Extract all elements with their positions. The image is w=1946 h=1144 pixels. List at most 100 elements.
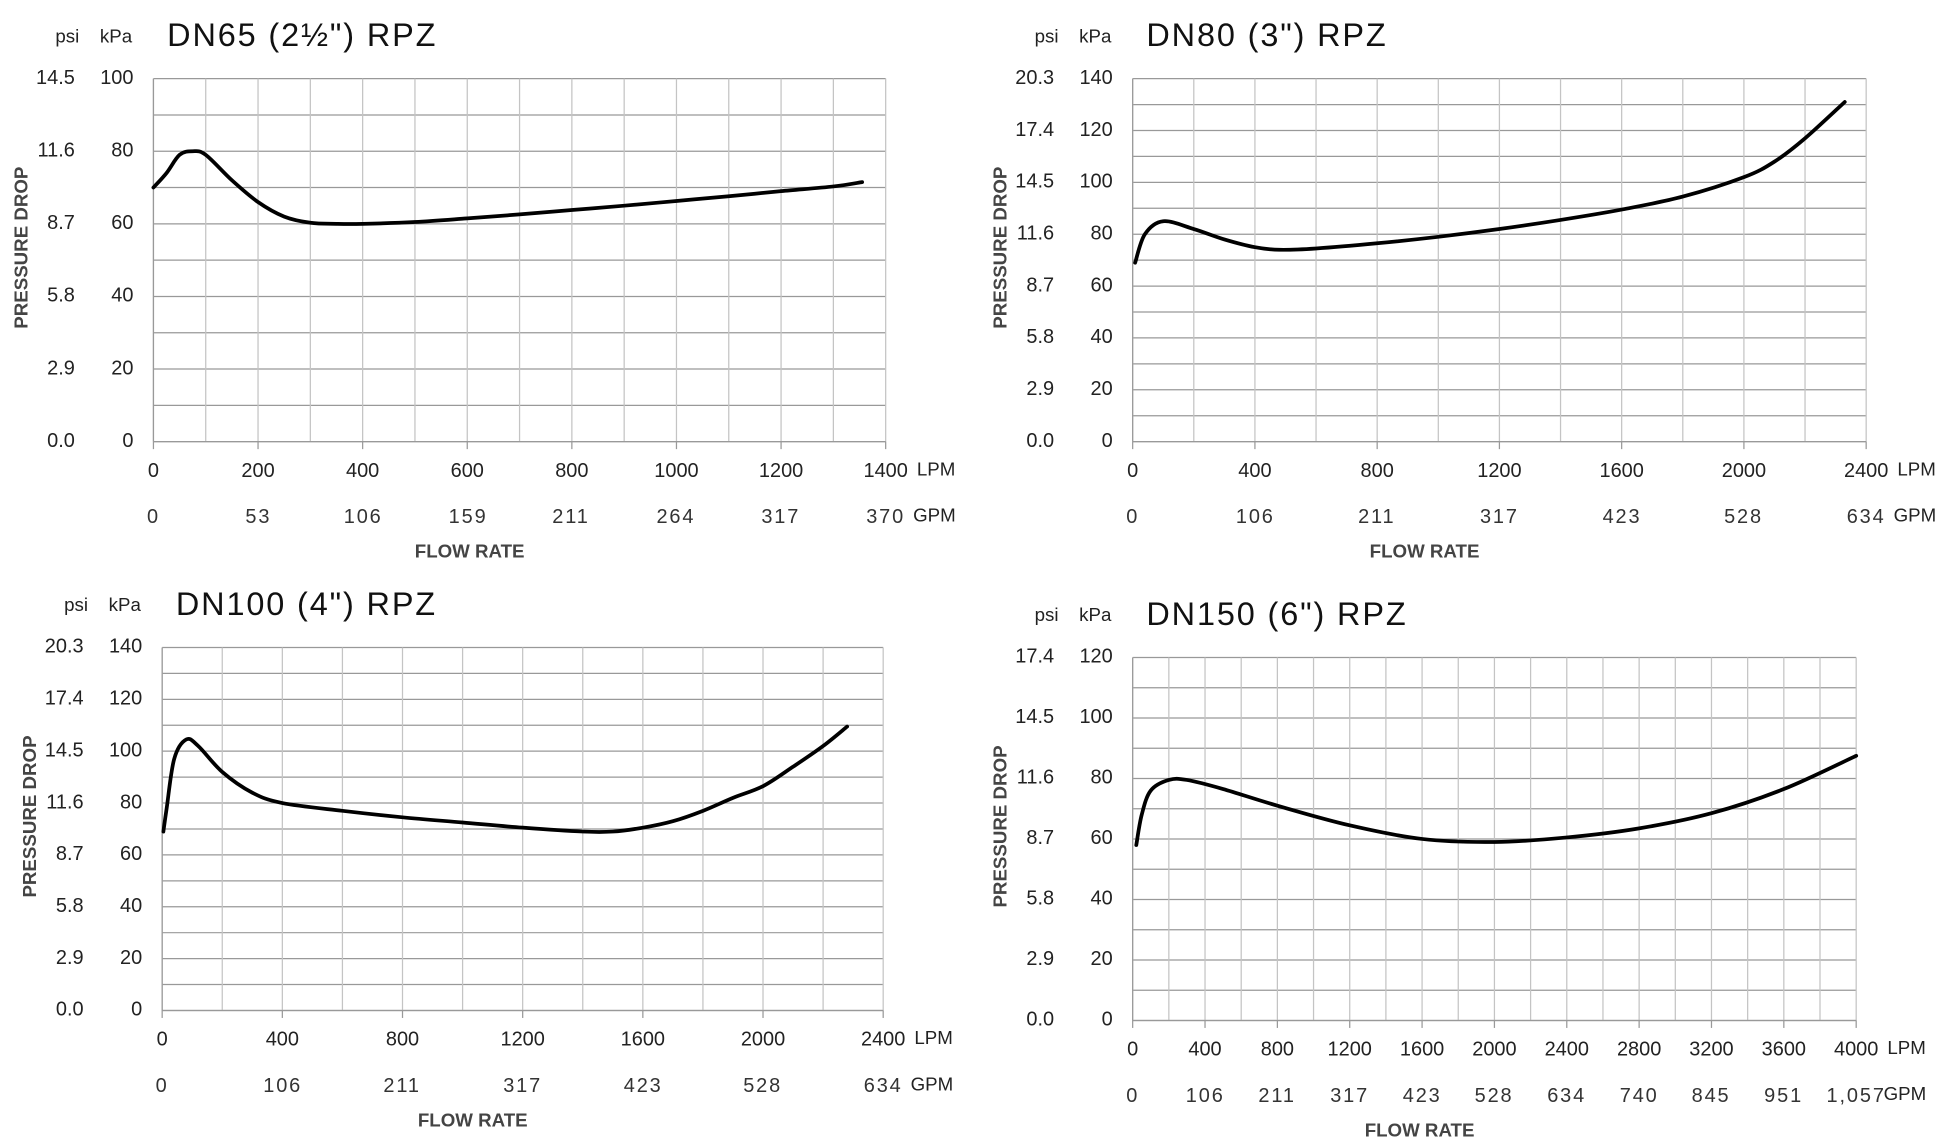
x-tick-label: 1200 [500, 1029, 544, 1051]
y-tick-label: 0 [1102, 430, 1113, 452]
x-tick-label: 800 [1261, 1039, 1294, 1061]
panel: 0 20 40 60 80 100 0.0 2.9 5.8 8.7 11.6 14.5 0 200 400 6… [10, 17, 955, 562]
x-tick-label: 0 [1127, 1039, 1138, 1061]
y2-tick-label: 17.4 [1015, 646, 1054, 668]
x2-tick-label: 634 [1547, 1085, 1586, 1107]
y-tick-label: 0 [122, 430, 133, 452]
y2-tick-label: 0.0 [47, 430, 75, 452]
x2-unit: GPM [911, 1073, 954, 1094]
chart-title: DN100 (4") RPZ [176, 586, 437, 622]
x-tick-label: 1200 [759, 460, 803, 482]
y2-tick-label: 5.8 [1026, 888, 1054, 910]
x2-tick-label: 0 [156, 1075, 169, 1097]
chart-title: DN65 (2½") RPZ [167, 17, 437, 53]
x2-tick-label: 211 [1358, 506, 1395, 528]
y-axis-label: PRESSURE DROP [19, 735, 40, 897]
x-tick-label: 1000 [654, 460, 698, 482]
y2-tick-label: 2.9 [56, 947, 84, 969]
x-tick-label: 3600 [1762, 1039, 1806, 1061]
y2-tick-label: 8.7 [1026, 827, 1054, 849]
x-tick-label: 2400 [861, 1029, 905, 1051]
panel: 0 20 40 60 80 100 120 140 0.0 2.9 5.8 8.7 11.6 14.5 17… [990, 17, 1937, 562]
x2-tick-label: 845 [1692, 1085, 1731, 1107]
x2-tick-label: 634 [864, 1075, 903, 1097]
x-tick-label: 400 [346, 460, 379, 482]
y-tick-label: 100 [100, 67, 133, 89]
x2-tick-label: 528 [1475, 1085, 1514, 1107]
x2-tick-label: 423 [1403, 1085, 1442, 1107]
y2-unit: psi [1035, 604, 1059, 625]
x2-unit: GPM [1884, 1083, 1927, 1104]
x-tick-label: 2400 [1844, 460, 1888, 482]
x-tick-label: 2800 [1617, 1039, 1661, 1061]
x2-tick-label: 0 [147, 506, 160, 528]
y-tick-label: 40 [111, 285, 133, 307]
y-axis-label: PRESSURE DROP [990, 167, 1011, 329]
y-tick-label: 80 [120, 791, 142, 813]
x2-tick-label: 0 [1126, 1085, 1139, 1107]
x2-tick-label: 317 [1330, 1085, 1369, 1107]
y-tick-label: 40 [1091, 888, 1113, 910]
y-tick-label: 140 [109, 636, 142, 658]
x2-tick-label: 211 [552, 506, 589, 528]
y2-tick-label: 20.3 [45, 636, 84, 658]
x-tick-label: 400 [266, 1029, 299, 1051]
x2-tick-label: 528 [1724, 506, 1763, 528]
x-tick-label: 400 [1238, 460, 1271, 482]
y-tick-label: 100 [109, 739, 142, 761]
x-tick-label: 800 [555, 460, 588, 482]
y-tick-label: 140 [1079, 67, 1112, 89]
x-axis-label: FLOW RATE [415, 541, 525, 562]
x-tick-label: 1200 [1477, 460, 1521, 482]
y2-tick-label: 2.9 [47, 357, 75, 379]
y2-tick-label: 8.7 [1026, 274, 1054, 296]
x-tick-label: 1400 [863, 460, 907, 482]
x2-tick-label: 106 [1236, 506, 1275, 528]
pressure-curve [161, 724, 850, 834]
pressure-curve [151, 149, 865, 226]
y-tick-label: 60 [1091, 274, 1113, 296]
x2-unit: GPM [913, 504, 956, 525]
y2-tick-label: 0.0 [1026, 430, 1054, 452]
x-tick-label: 0 [148, 460, 159, 482]
y-tick-label: 60 [120, 843, 142, 865]
x2-tick-label: 106 [1186, 1085, 1225, 1107]
y-tick-label: 20 [1091, 948, 1113, 970]
y2-tick-label: 17.4 [45, 688, 84, 710]
x-tick-label: 800 [386, 1029, 419, 1051]
x2-tick-label: 0 [1126, 506, 1139, 528]
x2-unit: GPM [1894, 504, 1937, 525]
y-tick-label: 100 [1079, 706, 1112, 728]
x2-tick-label: 951 [1764, 1085, 1803, 1107]
x-tick-label: 400 [1188, 1039, 1221, 1061]
y2-tick-label: 17.4 [1015, 119, 1054, 141]
y-tick-label: 40 [120, 895, 142, 917]
y2-tick-label: 14.5 [1015, 171, 1054, 193]
panel: 0 20 40 60 80 100 120 0.0 2.9 5.8 8.7 11.6 14.5 17.4 0… [990, 596, 1927, 1141]
x2-tick-label: 159 [449, 506, 488, 528]
y-axis-label: PRESSURE DROP [990, 745, 1011, 907]
x2-tick-label: 423 [1603, 506, 1642, 528]
x2-tick-label: 528 [743, 1075, 782, 1097]
y-unit: kPa [109, 594, 142, 615]
x-tick-label: 2000 [1472, 1039, 1516, 1061]
y-tick-label: 80 [1091, 222, 1113, 244]
y2-tick-label: 14.5 [1015, 706, 1054, 728]
y-tick-label: 0 [131, 999, 142, 1021]
x-tick-label: 600 [451, 460, 484, 482]
y2-tick-label: 11.6 [1017, 222, 1054, 244]
y2-tick-label: 0.0 [1026, 1009, 1054, 1031]
x2-tick-label: 317 [503, 1075, 542, 1097]
y2-tick-label: 11.6 [1017, 767, 1054, 789]
x-tick-label: 200 [241, 460, 274, 482]
x-axis-label: FLOW RATE [1365, 1119, 1475, 1140]
y2-unit: psi [55, 25, 79, 46]
x-tick-label: 1200 [1328, 1039, 1372, 1061]
x2-tick-label: 106 [263, 1075, 302, 1097]
y-tick-label: 120 [109, 688, 142, 710]
y-axis-label: PRESSURE DROP [10, 167, 31, 329]
x2-tick-label: 317 [1480, 506, 1519, 528]
y2-tick-label: 5.8 [1026, 326, 1054, 348]
x-tick-label: 1600 [621, 1029, 665, 1051]
